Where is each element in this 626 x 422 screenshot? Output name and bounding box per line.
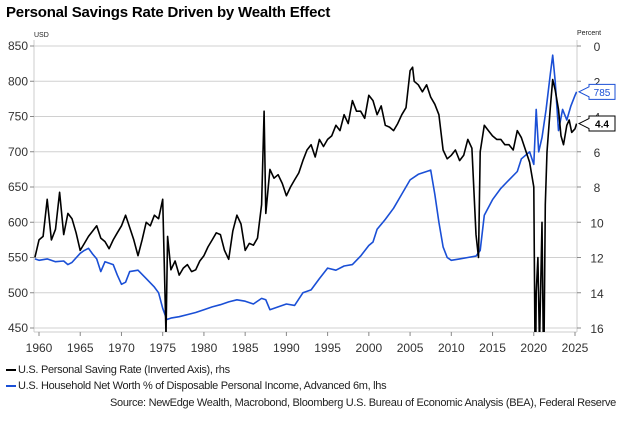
x-tick-label: 1975 xyxy=(149,341,176,355)
left-tick-label: 550 xyxy=(8,251,28,265)
gridlines xyxy=(34,45,577,329)
left-tick-label: 750 xyxy=(8,110,28,124)
value-callout-text: 4.4 xyxy=(595,120,609,131)
legend-item-net-worth: U.S. Household Net Worth % of Disposable… xyxy=(6,380,387,392)
left-tick-label: 500 xyxy=(8,286,28,300)
x-tick-label: 2015 xyxy=(479,341,506,355)
net-worth-line xyxy=(34,54,577,321)
x-tick-label: 2025 xyxy=(562,341,589,355)
left-axis-label: USD xyxy=(34,32,49,39)
legend-swatch-blue xyxy=(6,385,16,387)
right-axis: 0246810121416 xyxy=(576,40,604,336)
series-lines xyxy=(34,54,577,332)
value-callout-box xyxy=(577,83,616,100)
left-tick-label: 850 xyxy=(8,39,28,53)
x-tick-label: 1960 xyxy=(26,341,53,355)
right-tick-label: 6 xyxy=(594,146,601,160)
right-tick-label: 12 xyxy=(590,252,604,266)
x-tick-label: 2005 xyxy=(397,341,424,355)
x-tick-label: 2010 xyxy=(438,341,465,355)
x-tick-label: 2020 xyxy=(520,341,547,355)
x-tick-label: 1985 xyxy=(232,341,259,355)
left-axis: 850 800 750 700 650 600 550 500 450 xyxy=(8,39,35,335)
x-tick-label: 1990 xyxy=(273,341,300,355)
net-worth-value-label: 785 xyxy=(577,83,616,100)
left-tick-label: 650 xyxy=(8,180,28,194)
right-tick-label: 8 xyxy=(594,181,601,195)
value-callout-box xyxy=(577,115,616,132)
right-tick-label: 14 xyxy=(590,287,604,301)
right-tick-label: 10 xyxy=(590,216,604,230)
right-tick-label: 0 xyxy=(594,40,601,54)
legend-label: U.S. Household Net Worth % of Disposable… xyxy=(18,380,387,392)
x-tick-label: 1965 xyxy=(67,341,94,355)
x-tick-label: 1995 xyxy=(314,341,341,355)
right-axis-label: Percent xyxy=(577,30,601,37)
right-tick-label: 16 xyxy=(590,322,604,336)
legend-label: U.S. Personal Saving Rate (Inverted Axis… xyxy=(18,364,230,376)
left-tick-label: 450 xyxy=(8,321,28,335)
legend-swatch-black xyxy=(6,369,16,371)
x-tick-label: 1970 xyxy=(108,341,135,355)
value-callout-text: 785 xyxy=(594,88,611,99)
x-axis: 1960 1965 1970 1975 1980 1985 1990 1995 2000 2005… xyxy=(26,331,589,355)
chart-title: Personal Savings Rate Driven by Wealth E… xyxy=(6,4,331,21)
source-note: Source: NewEdge Wealth, Macrobond, Bloom… xyxy=(110,397,616,409)
left-tick-label: 800 xyxy=(8,74,28,88)
legend-item-saving-rate: U.S. Personal Saving Rate (Inverted Axis… xyxy=(6,364,230,376)
left-tick-label: 700 xyxy=(8,145,28,159)
left-tick-label: 600 xyxy=(8,215,28,229)
value-labels: 4.4 785 xyxy=(577,83,616,132)
saving-rate-value-label: 4.4 xyxy=(577,115,616,132)
x-tick-label: 1980 xyxy=(191,341,218,355)
saving-rate-line xyxy=(34,66,577,332)
x-tick-label: 2000 xyxy=(355,341,382,355)
right-tick-label: 2 xyxy=(594,75,601,89)
